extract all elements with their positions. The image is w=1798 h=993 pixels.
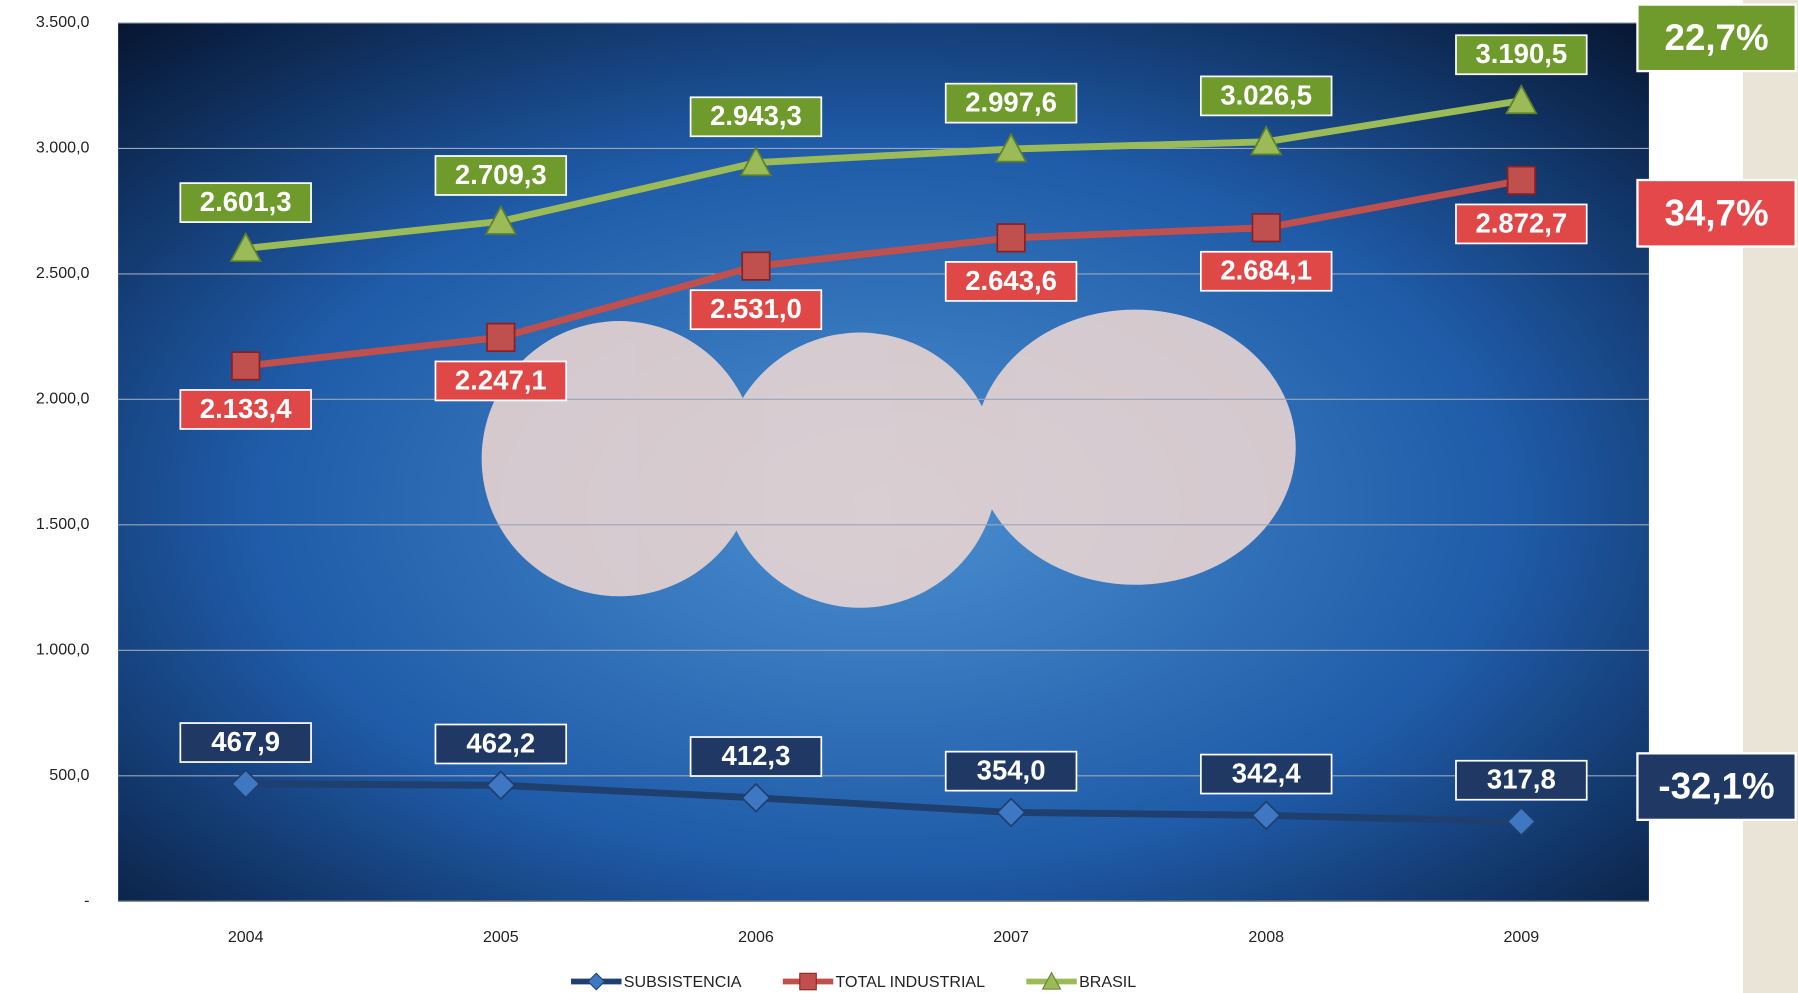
marker [997,224,1025,252]
marker [800,973,817,990]
value-label: 2.997,6 [965,87,1057,118]
x-tick-label: 2006 [738,928,774,946]
value-label: 354,0 [977,755,1046,786]
value-label: 2.684,1 [1220,255,1312,286]
y-tick-label: 3.500,0 [36,13,90,31]
y-tick-label: 3.000,0 [36,139,90,157]
chart: - 500,0 1.000,0 1.500,0 2.000,0 2.500,0 3.000,… [0,0,1798,993]
marker [487,324,515,352]
legend-label: SUBSISTENCIA [624,973,742,991]
legend-item: TOTAL INDUSTRIAL [783,973,985,991]
annotation: 22,7% [1665,17,1769,58]
legend-item: SUBSISTENCIA [571,973,742,991]
x-tick-label: 2007 [993,928,1029,946]
value-label: 3.190,5 [1475,38,1567,69]
x-tick-label: 2009 [1503,928,1539,946]
x-tick-label: 2005 [483,928,519,946]
value-label: 412,3 [722,740,791,771]
marker [232,352,260,380]
value-label: 2.643,6 [965,265,1057,296]
annotation: 34,7% [1665,192,1769,233]
y-tick-label: 1.500,0 [36,515,90,533]
marker [1508,167,1536,195]
y-tick-label: 1.000,0 [36,641,90,659]
value-label: 317,8 [1487,764,1556,795]
value-label: 2.601,3 [200,186,292,217]
annotation: -32,1% [1658,766,1774,807]
value-label: 2.133,4 [200,393,292,424]
value-label: 2.872,7 [1475,207,1567,238]
value-label: 2.943,3 [710,100,802,131]
pig-silhouettes [482,310,1296,608]
y-tick-label: - [84,892,89,910]
marker [742,252,770,280]
value-label: 2.247,1 [455,364,547,395]
value-label: 2.709,3 [455,159,547,190]
marker [588,973,605,990]
marker [1252,214,1280,242]
x-tick-label: 2004 [228,928,264,946]
x-tick-label: 2008 [1248,928,1284,946]
legend-label: BRASIL [1079,973,1136,991]
value-label: 3.026,5 [1220,79,1312,110]
y-tick-label: 2.000,0 [36,390,90,408]
value-label: 2.531,0 [710,293,802,324]
value-label: 342,4 [1232,757,1302,788]
legend-label: TOTAL INDUSTRIAL [836,973,986,991]
y-tick-label: 500,0 [49,766,89,784]
side-strip [1743,0,1798,993]
value-label: 462,2 [466,727,535,758]
y-tick-label: 2.500,0 [36,264,90,282]
legend-item: BRASIL [1026,973,1136,991]
value-label: 467,9 [211,726,280,757]
